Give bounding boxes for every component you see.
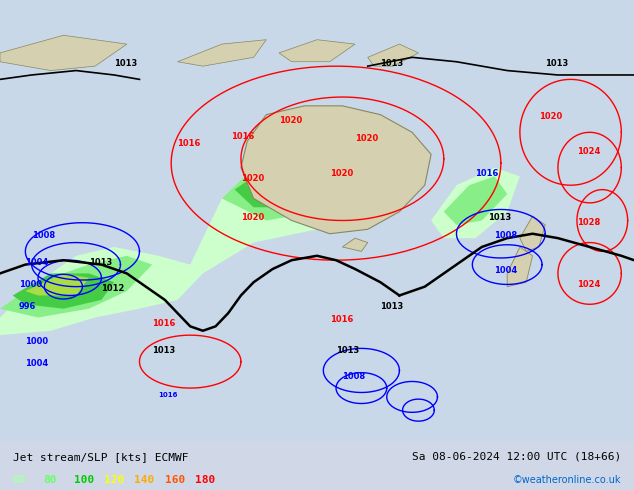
- Text: 1000: 1000: [25, 337, 48, 346]
- Text: 1024: 1024: [577, 147, 600, 156]
- Text: 1004: 1004: [25, 359, 49, 368]
- Text: 1016: 1016: [178, 139, 201, 147]
- Text: 60: 60: [13, 475, 26, 485]
- Polygon shape: [520, 216, 545, 251]
- Polygon shape: [444, 176, 507, 225]
- Text: 1013: 1013: [545, 59, 569, 68]
- Text: 1020: 1020: [241, 214, 264, 222]
- Polygon shape: [241, 106, 431, 234]
- Polygon shape: [13, 273, 114, 309]
- Text: 80: 80: [43, 475, 56, 485]
- Text: Sa 08-06-2024 12:00 UTC (18+66): Sa 08-06-2024 12:00 UTC (18+66): [412, 452, 621, 462]
- Text: 1000: 1000: [19, 280, 42, 289]
- Text: 1004: 1004: [25, 258, 49, 267]
- Text: 120: 120: [104, 475, 124, 485]
- Polygon shape: [279, 40, 355, 62]
- Text: 1008: 1008: [342, 372, 365, 381]
- Text: ©weatheronline.co.uk: ©weatheronline.co.uk: [513, 475, 621, 485]
- Text: 1013: 1013: [114, 59, 138, 68]
- Text: 1024: 1024: [577, 280, 600, 289]
- Text: 1020: 1020: [241, 174, 264, 183]
- Text: 100: 100: [74, 475, 94, 485]
- Text: 1028: 1028: [577, 218, 600, 227]
- Polygon shape: [507, 247, 533, 287]
- Polygon shape: [25, 273, 89, 295]
- Text: 996: 996: [19, 302, 36, 311]
- Polygon shape: [222, 159, 342, 220]
- Text: 1020: 1020: [330, 170, 353, 178]
- Text: 1008: 1008: [495, 231, 517, 240]
- Text: 1012: 1012: [101, 284, 125, 293]
- Polygon shape: [342, 238, 368, 251]
- Polygon shape: [0, 256, 152, 318]
- Polygon shape: [235, 168, 330, 207]
- Text: 1020: 1020: [355, 134, 378, 143]
- Text: 160: 160: [165, 475, 185, 485]
- Text: 1016: 1016: [231, 132, 255, 141]
- Text: 1004: 1004: [495, 267, 518, 275]
- Text: 1016: 1016: [152, 319, 176, 328]
- Text: 1020: 1020: [279, 117, 302, 125]
- Polygon shape: [431, 168, 520, 238]
- Text: 140: 140: [134, 475, 155, 485]
- Text: 1013: 1013: [488, 214, 512, 222]
- Text: 180: 180: [195, 475, 216, 485]
- Text: 1013: 1013: [152, 346, 176, 355]
- Polygon shape: [247, 168, 304, 198]
- Polygon shape: [0, 35, 127, 71]
- Text: 1016: 1016: [158, 392, 178, 398]
- Text: 1008: 1008: [32, 231, 55, 240]
- Text: Jet stream/SLP [kts] ECMWF: Jet stream/SLP [kts] ECMWF: [13, 452, 188, 462]
- Polygon shape: [368, 44, 418, 66]
- Text: 1020: 1020: [539, 112, 562, 121]
- Polygon shape: [178, 40, 266, 66]
- Text: 1016: 1016: [476, 170, 499, 178]
- Text: 1013: 1013: [380, 302, 404, 311]
- Polygon shape: [0, 154, 368, 335]
- Text: 1013: 1013: [89, 258, 112, 267]
- Text: 1013: 1013: [380, 59, 404, 68]
- Text: 1016: 1016: [330, 315, 353, 324]
- Text: 1013: 1013: [336, 346, 359, 355]
